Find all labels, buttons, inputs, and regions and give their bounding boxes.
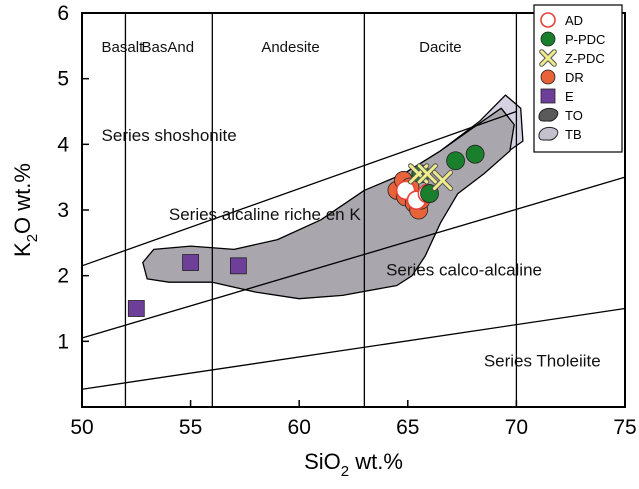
x-marker-fill [417,164,437,184]
data-point-p-pdc [446,151,465,171]
series-boundary-middle [81,176,626,339]
rock-type-label: Andesite [261,39,319,56]
data-points-layer [127,144,485,317]
y-axis-label: K2O wt.% [10,163,41,257]
field-label: Series calco-alcaline [386,261,542,280]
legend-marker-tb [538,126,559,141]
legend-marker-ad [540,12,556,28]
field-label: Series shoshonite [102,126,237,145]
y-tick-label: 2 [57,265,69,288]
data-point-e [182,254,200,271]
y-tick-label: 4 [57,133,69,156]
data-point-e [127,300,145,317]
x-marker-fill [432,170,453,191]
series-boundary-lower [81,307,626,390]
legend-label: AD [565,13,583,28]
legend-marker-to [538,107,559,122]
boundary-lines-layer [81,13,626,407]
y-axis-label-main: K [10,242,35,257]
y-axis-label-subscript: 2 [24,234,41,242]
legend-label: Z-PDC [565,51,605,66]
x-tick-label: 60 [288,416,311,439]
y-tick-label: 6 [57,2,69,25]
series-boundary-upper [81,110,517,267]
y-tick-label: 5 [57,68,69,91]
x-tick-label: 55 [179,416,202,439]
data-point-p-pdc [465,144,485,164]
y-axis-label-tail: O wt.% [10,163,35,234]
data-point-e [229,257,247,275]
field-label: Series alcaline riche en K [169,205,361,224]
x-tick-label: 65 [396,416,419,439]
region-to [142,107,515,300]
x-tick-label: 70 [505,416,528,439]
x-axis-label: SiO2 wt.% [304,449,403,480]
y-tick-label: 1 [57,330,69,353]
x-axis-label-main: SiO [304,449,341,474]
x-tick-label: 75 [613,416,636,439]
field-label: Series Tholeiite [484,351,601,370]
x-tick-label: 50 [70,416,93,439]
x-marker-fill [540,50,556,66]
legend-marker-dr [540,69,556,85]
legend-label: P-PDC [565,32,605,47]
legend: AD P-PDC Z-PDC DR E TO TB [533,4,623,153]
legend-marker-p-pdc [540,31,556,47]
axis-ticks-layer: 50 55 60 65 70 75 1 2 3 4 5 6 [57,2,636,439]
rock-type-label: Basalt [102,39,145,56]
legend-label: DR [565,70,584,85]
legend-marker-z-pdc [539,49,557,67]
data-point-z-pdc [431,169,454,192]
data-point-z-pdc [416,163,438,185]
x-axis-label-tail: wt.% [349,449,403,474]
rock-type-label: Dacite [419,39,462,56]
x-axis-label-subscript: 2 [341,463,349,480]
legend-label: E [565,89,574,104]
field-labels-layer: Series shoshonite Series alcaline riche e… [102,126,601,370]
rock-type-label: BasAnd [142,39,195,56]
legend-label: TB [565,127,582,142]
legend-label: TO [565,108,583,123]
legend-marker-e [540,88,556,104]
y-tick-label: 3 [57,199,69,222]
